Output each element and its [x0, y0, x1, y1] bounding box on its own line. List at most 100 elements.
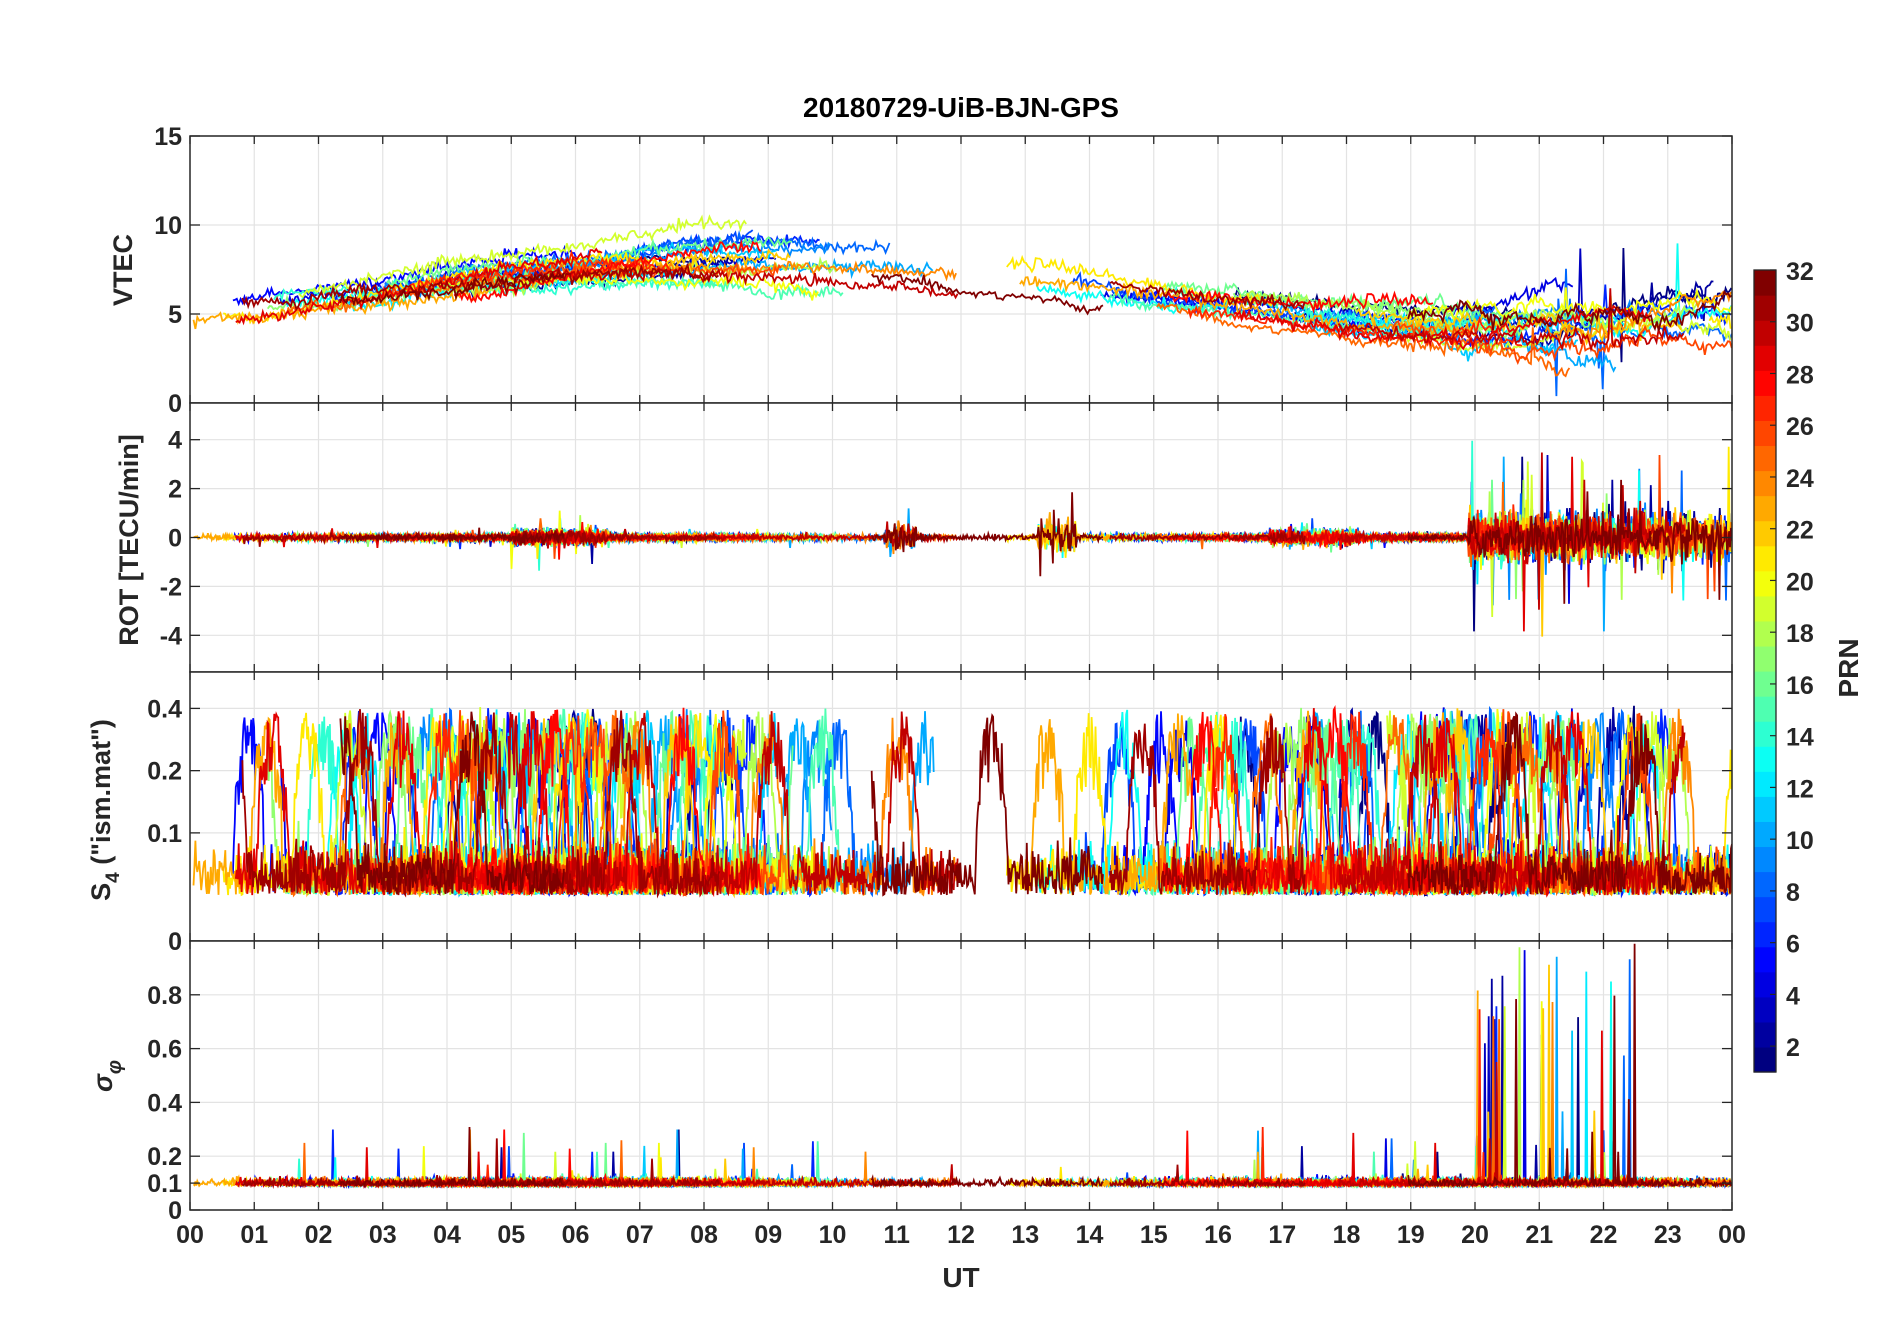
colorbar-band [1754, 996, 1776, 1023]
rot-panel: -4 -2 0 2 4 [160, 402, 1733, 673]
colorbar-tick-label: 22 [1786, 517, 1814, 545]
s4-series-prn-30 [1337, 714, 1686, 897]
colorbar-band [1754, 721, 1776, 747]
colorbar-frame [1753, 269, 1777, 1073]
s4-panel: 0 0.1 0.2 0.4 [147, 671, 1733, 956]
colorbar-tick-label: 4 [1786, 982, 1800, 1010]
x-tick-label: 06 [562, 1221, 590, 1249]
x-tick-label: 08 [690, 1221, 718, 1249]
rot-ytick-label: -4 [160, 622, 182, 650]
x-tick-label: 13 [1011, 1221, 1039, 1249]
sigma-series-prn-32 [339, 1126, 565, 1189]
s4-series-prn-32 [870, 713, 1104, 897]
colorbar-tick-label: 8 [1786, 879, 1800, 907]
colorbar-band [1754, 921, 1776, 948]
x-tick-label: 22 [1590, 1221, 1618, 1249]
vtec-ytick-label: 0 [168, 390, 182, 418]
colorbar-band [1754, 570, 1776, 597]
rot-ytick-label: 2 [168, 476, 182, 504]
chart-title: 20180729-UiB-BJN-GPS [803, 92, 1119, 123]
sigma-series-prn-32 [870, 1174, 1104, 1189]
vtec-series-prn-31 [1109, 280, 1306, 311]
x-tick-label: 23 [1654, 1221, 1682, 1249]
sigma-ytick-label: 0.2 [147, 1143, 182, 1171]
colorbar-tick-label: 30 [1786, 310, 1814, 338]
vtec-ytick-label: 15 [154, 123, 182, 151]
x-tick-label: 03 [369, 1221, 397, 1249]
x-tick-label: 01 [240, 1221, 268, 1249]
x-tick-label: 05 [497, 1221, 525, 1249]
x-tick-label: 14 [1076, 1221, 1104, 1249]
sigma-series-prn-32 [1407, 943, 1732, 1189]
x-tick-label: 17 [1268, 1221, 1296, 1249]
rot-ytick-label: -2 [160, 573, 182, 601]
s4-series-prn-31 [1109, 715, 1306, 896]
colorbar-tick-label: 12 [1786, 775, 1814, 803]
x-tick-label: 15 [1140, 1221, 1168, 1249]
vtec-series-prn-21 [1708, 314, 1732, 329]
x-tick-label: 19 [1397, 1221, 1425, 1249]
rot-ytick-label: 4 [168, 427, 182, 455]
vtec-series-prn-28 [453, 239, 762, 304]
colorbar-band [1754, 395, 1776, 421]
x-tick-label: 10 [819, 1221, 847, 1249]
x-tick-label: 16 [1204, 1221, 1232, 1249]
colorbar-band [1754, 370, 1776, 396]
s4-series-prn-32 [1407, 711, 1732, 896]
rot-ytick-label: 0 [168, 525, 182, 553]
vtec-series-prn-13 [1035, 282, 1231, 315]
s4-ytick-label: 0 [168, 928, 182, 956]
vtec-series-prn-32 [339, 270, 565, 308]
x-tick-label: 11 [884, 1221, 911, 1249]
sigma-ytick-label: 0 [168, 1197, 182, 1225]
colorbar-band [1754, 971, 1776, 998]
sigma-series-prn-31 [1109, 1164, 1306, 1189]
x-tick-label: 09 [754, 1221, 782, 1249]
colorbar-band [1754, 896, 1776, 923]
vtec-series-prn-24 [574, 259, 957, 282]
colorbar-band [1754, 696, 1776, 722]
colorbar-tick-label: 26 [1786, 413, 1814, 441]
s4-series [192, 705, 1732, 899]
vtec-ylabel: VTEC [108, 234, 138, 306]
rot-series-prn-32 [339, 527, 565, 548]
colorbar-tick-label: 14 [1786, 724, 1814, 752]
x-tick-label: 21 [1525, 1221, 1553, 1249]
colorbar-tick-label: 24 [1786, 465, 1814, 493]
vtec-series-prn-22 [1356, 307, 1682, 346]
colorbar-band [1754, 771, 1776, 797]
vtec-ytick-label: 5 [168, 301, 182, 329]
colorbar-band [1754, 796, 1776, 822]
colorbar-band [1754, 270, 1776, 296]
s4-ytick-label: 0.2 [147, 758, 182, 786]
vtec-panel: 0 5 10 15 [154, 123, 1733, 418]
s4-series-prn-32 [339, 711, 565, 897]
vtec-series-prn-30 [1337, 288, 1685, 353]
vtec-series-prn-32 [870, 273, 1104, 316]
s4-ytick-label: 0.4 [147, 695, 182, 723]
vtec-series-prn-19 [298, 214, 747, 299]
colorbar-band [1754, 445, 1776, 472]
vtec-series-prn-32 [1407, 289, 1732, 332]
rot-series-prn-32 [1407, 479, 1732, 604]
colorbar-band [1754, 1021, 1776, 1048]
colorbar-tick-label: 20 [1786, 568, 1814, 596]
colorbar-band [1754, 470, 1776, 497]
colorbar-tick-label: 18 [1786, 620, 1814, 648]
colorbar-band [1754, 620, 1776, 647]
sigma-ytick-label: 0.6 [147, 1036, 182, 1064]
s4-ylabel: S4 ("ism.mat") [86, 719, 124, 901]
vtec-series [192, 214, 1732, 397]
colorbar-band [1754, 746, 1776, 772]
x-tick-label: 00 [176, 1221, 204, 1249]
sigma-ytick-label: 0.4 [147, 1089, 182, 1117]
colorbar-band [1754, 595, 1776, 622]
colorbar-band [1754, 420, 1776, 447]
rot-series-prn-31 [1109, 530, 1306, 545]
colorbar-band [1754, 295, 1776, 321]
colorbar-band [1754, 345, 1776, 371]
sigma-ytick-label: 0.1 [147, 1170, 182, 1198]
colorbar-tick-label: 2 [1786, 1034, 1800, 1062]
